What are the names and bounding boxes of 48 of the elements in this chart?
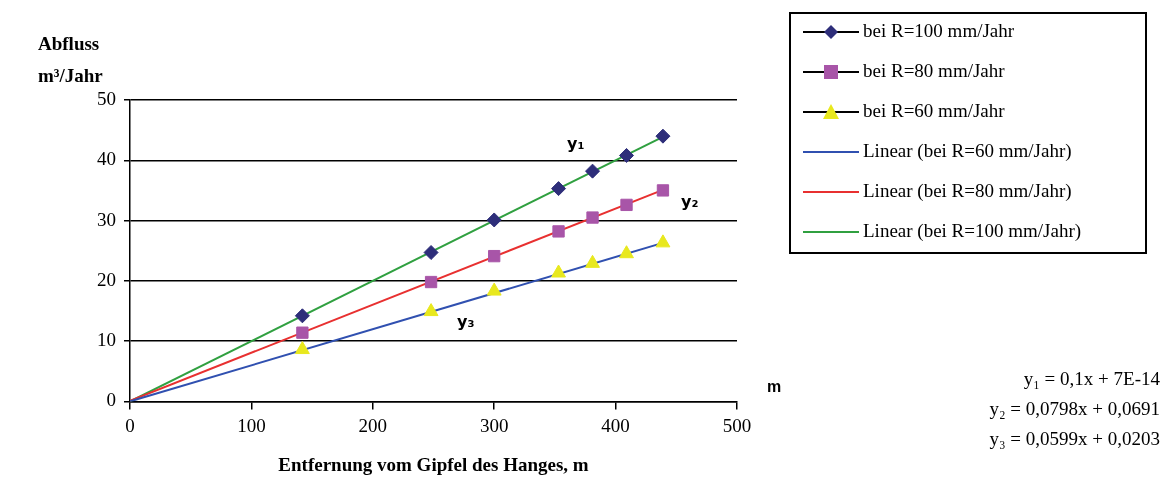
- point: [294, 341, 310, 355]
- point: [619, 147, 635, 163]
- point: [551, 181, 567, 197]
- text: m: [767, 378, 782, 396]
- y-tick-label: 30: [97, 208, 116, 230]
- point: [423, 303, 439, 317]
- text: y₂ = 0,0798x + 0,0691: [988, 398, 1160, 420]
- point: [294, 308, 310, 324]
- point: [619, 245, 634, 259]
- y-tick-label: 0: [106, 389, 116, 411]
- legend-label: bei R=100 mm/Jahr: [863, 20, 1015, 42]
- legend-label: bei R=60 mm/Jahr: [863, 100, 1005, 122]
- annotation: y₁: [567, 134, 585, 153]
- y-tick-label: 50: [97, 87, 116, 109]
- text: y₁ = 0,1x + 7E-14: [1023, 368, 1160, 389]
- y-axis-title: Abfluss m³/Jahr: [38, 33, 103, 86]
- point: [423, 245, 439, 261]
- legend-label: Linear (bei R=80 mm/Jahr): [863, 180, 1072, 202]
- point: [655, 234, 671, 248]
- legend-label: Linear (bei R=100 mm/Jahr): [863, 220, 1082, 242]
- annotation: y₃: [457, 312, 475, 331]
- point: [296, 326, 309, 339]
- legend-label: bei R=80 mm/Jahr: [863, 60, 1005, 82]
- x-tick-label: 100: [237, 414, 266, 436]
- point: [486, 212, 502, 228]
- annotation: y₂: [681, 192, 699, 211]
- point: [551, 264, 566, 278]
- point: [486, 282, 502, 296]
- point: [585, 163, 601, 179]
- point: [586, 211, 599, 224]
- x-axis-title: Entfernung vom Gipfel des Hanges, m: [278, 453, 589, 475]
- point: [656, 184, 670, 197]
- y-tick-label: 10: [97, 329, 116, 351]
- point: [620, 198, 633, 212]
- x-tick-label: 200: [358, 414, 388, 436]
- y-tick-label: 40: [97, 148, 116, 170]
- x-tick-label: 300: [479, 414, 509, 436]
- point: [488, 249, 501, 263]
- x-tick-label: 400: [601, 414, 630, 436]
- x-tick-label: 0: [125, 414, 135, 436]
- text: y₃ = 0,0599x + 0,0203: [988, 428, 1160, 450]
- point: [424, 275, 438, 289]
- y-tick-label: 20: [97, 268, 116, 290]
- point: [552, 225, 565, 238]
- point: [655, 128, 671, 144]
- x-tick-label: 500: [722, 414, 752, 436]
- legend-label: Linear (bei R=60 mm/Jahr): [863, 140, 1072, 162]
- point: [585, 254, 600, 268]
